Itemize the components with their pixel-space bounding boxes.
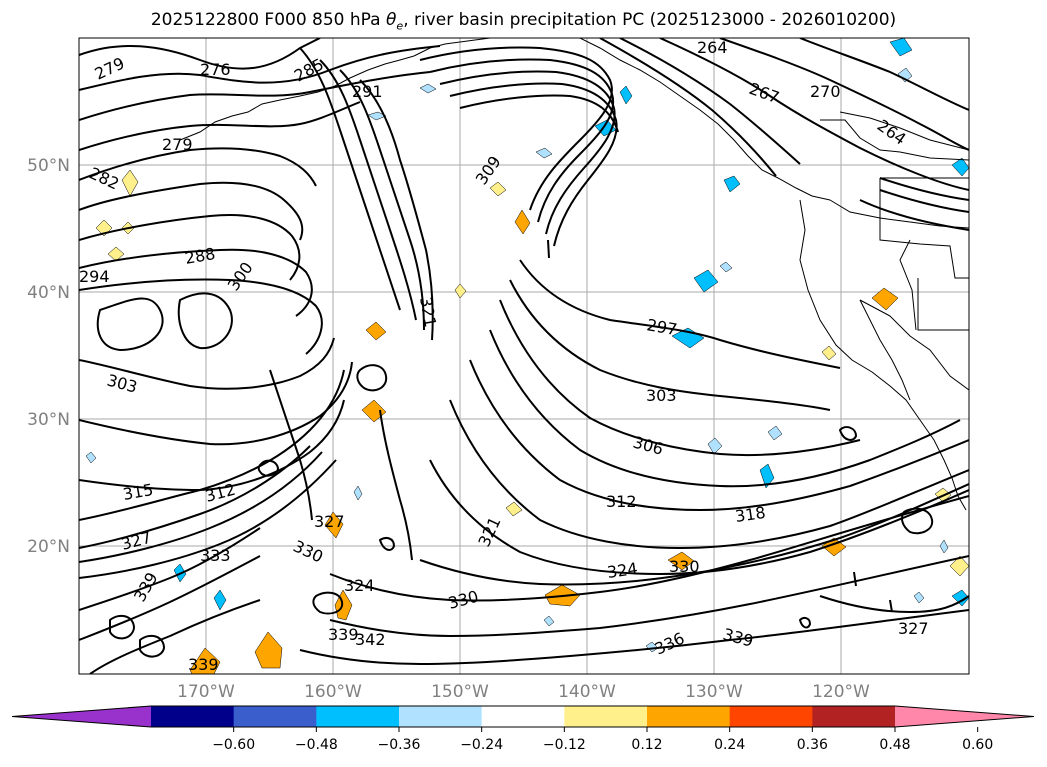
precip-neg-blob (707, 437, 723, 455)
colorbar-tick-label: 0.24 (714, 737, 745, 753)
contour-label: 339 (188, 655, 219, 674)
map-panel: 279 276 285 291 264 267 270 279 282 309 … (79, 38, 969, 674)
coastlines (179, 38, 969, 511)
precip-pos-blob (821, 345, 837, 361)
lon-label: 170°W (177, 682, 235, 702)
longitude-labels: 170°W 160°W 150°W 140°W 130°W 120°W (177, 682, 870, 702)
contour-label: 324 (606, 559, 639, 582)
colorbar-tick-label: −0.12 (543, 737, 586, 753)
title-suffix: , river basin precipitation PC (20251230… (403, 10, 897, 30)
precip-pos-blob (505, 501, 523, 517)
contour-label: 270 (810, 82, 841, 101)
precip-pos-blob (324, 511, 344, 539)
precip-pos-blob (189, 647, 221, 674)
precip-neg-blob (85, 451, 97, 464)
colorbar-tick-label: −0.60 (212, 737, 255, 753)
lon-label: 140°W (558, 682, 616, 702)
lon-label: 150°W (431, 682, 489, 702)
title-prefix: 2025122800 F000 850 hPa (150, 10, 386, 30)
contour-label: 330 (669, 557, 700, 576)
contour-label: 264 (697, 38, 728, 57)
map-title: 2025122800 F000 850 hPa θe, river basin … (0, 10, 1047, 32)
contour-label: 279 (162, 135, 193, 154)
map-frame (78, 37, 970, 675)
precip-pos-blob (365, 321, 387, 341)
colorbar-outline (11, 705, 1035, 728)
precip-pos-blob (667, 551, 695, 571)
title-subscript: e (396, 19, 404, 33)
colorbar-segment (564, 706, 648, 727)
contour-label: 333 (200, 546, 231, 565)
contour-label: 342 (355, 630, 386, 649)
colorbar-extend-min (12, 706, 151, 727)
precip-neg-blob (353, 485, 363, 501)
title-theta: θ (386, 10, 397, 30)
precip-neg-blob (767, 425, 783, 441)
colorbar-segment (316, 706, 400, 727)
precip-neg-blob (939, 539, 949, 554)
contour-label: 312 (606, 492, 637, 511)
colorbar-extend-max (895, 706, 1034, 727)
precip-neg-blob (535, 147, 553, 159)
lat-label: 50°N (27, 156, 70, 176)
precip-neg-blob (759, 463, 775, 489)
colorbar-tick-label: 0.36 (797, 737, 828, 753)
precip-neg-blob (723, 175, 741, 193)
colorbar-segment (812, 706, 896, 727)
colorbar-segment (729, 706, 813, 727)
colorbar-tick-label: 0.60 (962, 737, 993, 753)
colorbar-segment (481, 706, 565, 727)
precip-pos-blob (254, 631, 283, 669)
precip-neg-blob (897, 67, 913, 83)
gridlines (79, 38, 969, 674)
lat-label: 30°N (27, 410, 70, 430)
theta-e-contours (79, 38, 969, 674)
colorbar-segment (647, 706, 731, 727)
lon-label: 160°W (304, 682, 362, 702)
precip-neg-blob (543, 615, 555, 627)
precip-pos-blob (454, 283, 467, 299)
contour-label: 294 (79, 267, 110, 286)
precip-neg-blob (951, 157, 969, 177)
contour-labels: 279 276 285 291 264 267 270 279 282 309 … (79, 38, 929, 674)
lat-label: 20°N (27, 537, 70, 557)
precip-pos-blob (489, 181, 507, 197)
colorbar-tick-label: 0.48 (879, 737, 910, 753)
contour-label: 327 (898, 619, 929, 638)
lon-label: 130°W (685, 682, 743, 702)
colorbar-tick-label: −0.36 (378, 737, 421, 753)
precip-neg-blob (889, 38, 913, 57)
precip-neg-blob (693, 269, 719, 293)
precip-pos-blob (871, 287, 899, 311)
contour-label: 324 (344, 576, 375, 595)
precip-neg-blob (419, 83, 437, 94)
colorbar-segment (151, 706, 235, 727)
latitude-labels: 50°N 40°N 30°N 20°N (27, 156, 70, 557)
contour-label: 303 (646, 386, 677, 405)
colorbar: −0.60 −0.48 −0.36 −0.24 −0.12 0.12 0.24 0.36 0.4… (11, 705, 1035, 753)
lon-label: 120°W (812, 682, 870, 702)
precip-neg-blob (913, 591, 925, 604)
colorbar-tick-label: 0.12 (631, 737, 662, 753)
precip-neg-blob (719, 261, 733, 273)
colorbar-tick-label: −0.48 (295, 737, 338, 753)
precip-pos-blob (107, 246, 125, 262)
precip-pos-blob (514, 209, 531, 235)
contour-label: 276 (200, 60, 231, 79)
precip-neg-blob (213, 589, 227, 611)
precip-pos-blob (121, 169, 139, 197)
contour-label: 327 (314, 512, 345, 531)
colorbar-segment (233, 706, 317, 727)
colorbar-segment (399, 706, 483, 727)
precip-neg-blob (619, 85, 633, 105)
precip-neg-blob (367, 111, 387, 121)
contour-label: 339 (328, 625, 359, 644)
lat-label: 40°N (27, 283, 70, 303)
contour-label: 318 (734, 503, 767, 526)
colorbar-tick-label: −0.24 (460, 737, 503, 753)
contour-label: 291 (352, 82, 383, 101)
